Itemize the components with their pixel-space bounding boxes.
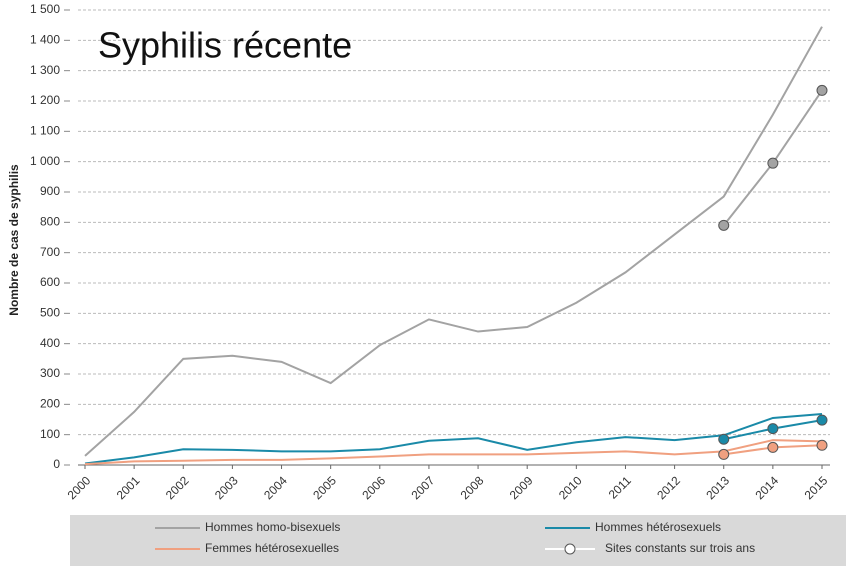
constant-sites-point xyxy=(816,439,828,451)
legend-label: Femmes hétérosexuelles xyxy=(205,541,339,555)
legend-label: Hommes homo-bisexuels xyxy=(205,520,340,534)
x-tick-label: 2015 xyxy=(802,473,831,502)
y-axis-label: Nombre de cas de syphilis xyxy=(7,164,21,316)
y-tick-label: 1 500 xyxy=(30,2,60,16)
x-tick-label: 2001 xyxy=(114,473,143,502)
constant-sites-point xyxy=(816,414,828,426)
x-tick-label: 2013 xyxy=(703,473,732,502)
y-tick-label: 1 000 xyxy=(30,154,60,168)
y-tick-label: 0 xyxy=(53,457,60,471)
y-tick-label: 600 xyxy=(40,275,60,289)
constant-sites-point xyxy=(767,157,779,169)
series-line xyxy=(84,413,823,465)
x-tick-label: 2005 xyxy=(310,473,339,502)
x-tick-label: 2014 xyxy=(752,473,781,502)
constant-sites-point xyxy=(718,433,730,445)
x-tick-label: 2010 xyxy=(556,473,585,502)
y-tick-label: 800 xyxy=(40,215,60,229)
y-tick-label: 700 xyxy=(40,245,60,259)
series-line xyxy=(84,26,823,457)
legend-label: Hommes hétérosexuels xyxy=(595,520,721,534)
y-tick-label: 200 xyxy=(40,397,60,411)
y-tick-label: 300 xyxy=(40,366,60,380)
chart-title: Syphilis récente xyxy=(98,25,352,66)
legend-swatch-dot xyxy=(564,543,576,555)
y-tick-label: 1 300 xyxy=(30,63,60,77)
constant-sites-point xyxy=(718,219,730,231)
constant-sites-point xyxy=(816,84,828,96)
y-tick-label: 1 400 xyxy=(30,33,60,47)
x-tick-label: 2000 xyxy=(65,473,94,502)
legend-box xyxy=(70,515,846,566)
x-tick-label: 2007 xyxy=(409,473,438,502)
constant-sites-point xyxy=(767,423,779,435)
x-tick-label: 2012 xyxy=(654,473,683,502)
y-tick-label: 100 xyxy=(40,427,60,441)
x-tick-label: 2003 xyxy=(212,473,241,502)
legend-label: Sites constants sur trois ans xyxy=(605,541,755,555)
x-tick-label: 2008 xyxy=(458,473,487,502)
x-tick-label: 2009 xyxy=(507,473,536,502)
y-tick-label: 1 200 xyxy=(30,93,60,107)
series-line xyxy=(84,439,823,466)
constant-sites-point xyxy=(767,441,779,453)
y-tick-label: 900 xyxy=(40,184,60,198)
x-tick-label: 2002 xyxy=(163,473,192,502)
y-tick-label: 500 xyxy=(40,306,60,320)
x-tick-label: 2004 xyxy=(261,473,290,502)
x-tick-label: 2011 xyxy=(606,473,634,501)
y-tick-label: 400 xyxy=(40,336,60,350)
y-tick-label: 1 100 xyxy=(30,124,60,138)
x-tick-label: 2006 xyxy=(359,473,388,502)
constant-sites-point xyxy=(718,448,730,460)
